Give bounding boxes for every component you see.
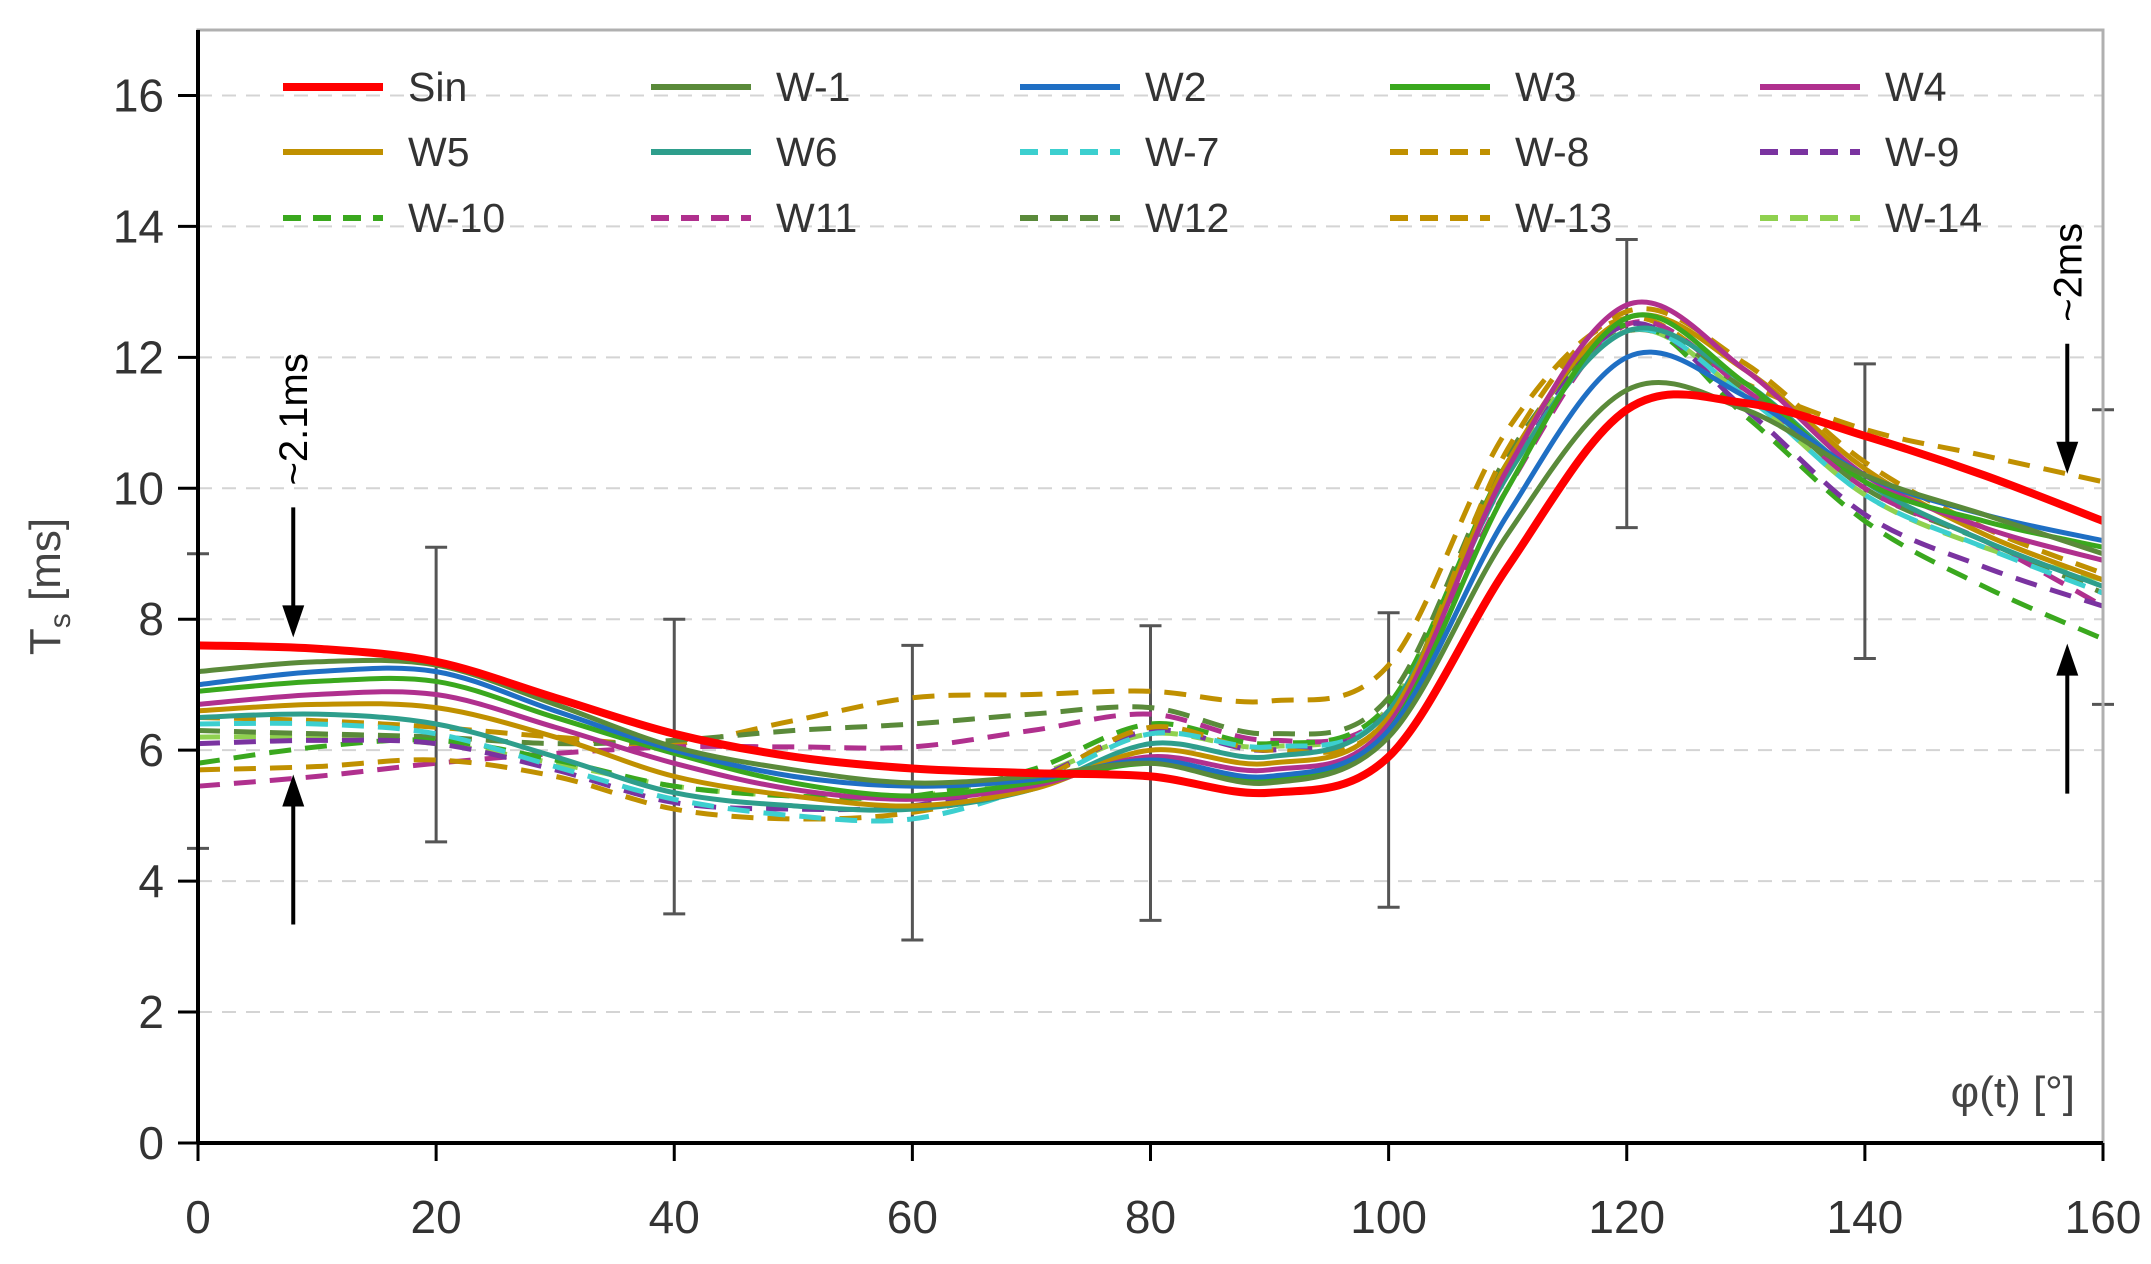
legend-label-w-7: W-7: [1145, 129, 1219, 175]
legend-label-w4: W4: [1885, 64, 1947, 110]
y-tick-label: 2: [138, 986, 164, 1038]
x-tick-label: 120: [1588, 1191, 1665, 1243]
x-tick-label: 140: [1827, 1191, 1904, 1243]
x-tick-label: 160: [2065, 1191, 2142, 1243]
legend-label-w6: W6: [776, 129, 838, 175]
legend-label-w11: W11: [776, 195, 857, 241]
y-axis-title: Ts [ms]: [21, 518, 77, 655]
y-axis-title-sub: s: [44, 613, 77, 628]
annotation-arrow-up-1-head: [2056, 643, 2079, 676]
y-tick-label: 6: [138, 724, 164, 776]
annotation-label: ~2.1ms: [272, 353, 316, 485]
series-line-w-10: [197, 321, 2105, 801]
series-line-w2: [197, 349, 2104, 789]
x-axis-title: φ(t) [°]: [1951, 1068, 2075, 1117]
annotation-label: ~2ms: [2046, 223, 2090, 322]
legend-label-w-13: W-13: [1515, 195, 1612, 241]
series-line-sin: [197, 390, 2105, 798]
x-tick-label: 0: [185, 1191, 211, 1243]
y-tick-label: 12: [113, 331, 164, 383]
legend-label-w-8: W-8: [1515, 129, 1589, 175]
legend-label-w-1: W-1: [776, 64, 850, 110]
annotation-arrow-down-0-head: [282, 605, 305, 638]
y-tick-label: 4: [138, 855, 164, 907]
legend-label-w-10: W-10: [408, 195, 505, 241]
y-axis-title-unit: [ms]: [21, 518, 70, 613]
legend-label-w5: W5: [408, 129, 470, 175]
y-tick-label: 8: [138, 593, 164, 645]
series-line-w4: [197, 299, 2104, 802]
series-line-w-9: [197, 320, 2104, 813]
legend-label-w-9: W-9: [1885, 129, 1959, 175]
x-tick-label: 100: [1350, 1191, 1427, 1243]
grid-lines: [198, 94, 2103, 1014]
y-tick-label: 0: [138, 1117, 164, 1169]
legend-label-w-14: W-14: [1885, 195, 1982, 241]
x-tick-label: 60: [887, 1191, 938, 1243]
legend-label-w2: W2: [1145, 64, 1207, 110]
legend-label-w12: W12: [1145, 195, 1229, 241]
legend-label-w3: W3: [1515, 64, 1577, 110]
y-axis-title-main: T: [21, 628, 70, 655]
annotation-arrow-down-1-head: [2056, 441, 2079, 474]
data-series: [197, 299, 2105, 824]
legend: Sin W-1 W2 W3 W4 W5 W6 W-7 W-8 W-9 W-10 W11 W12 W-13 W…: [283, 64, 1982, 241]
y-tick-label: 10: [113, 462, 164, 514]
series-line-w-1: [197, 379, 2104, 786]
annotation-arrow-up-0-head: [282, 774, 305, 807]
y-tick-label: 16: [113, 69, 164, 121]
y-tick-label: 14: [113, 200, 164, 252]
x-tick-label: 20: [411, 1191, 462, 1243]
error-bars: [187, 238, 2114, 942]
legend-label-sin: Sin: [408, 64, 467, 110]
x-tick-label: 80: [1125, 1191, 1176, 1243]
annotations: ~2.1ms ~2ms: [272, 223, 2090, 925]
x-tick-label: 40: [649, 1191, 700, 1243]
